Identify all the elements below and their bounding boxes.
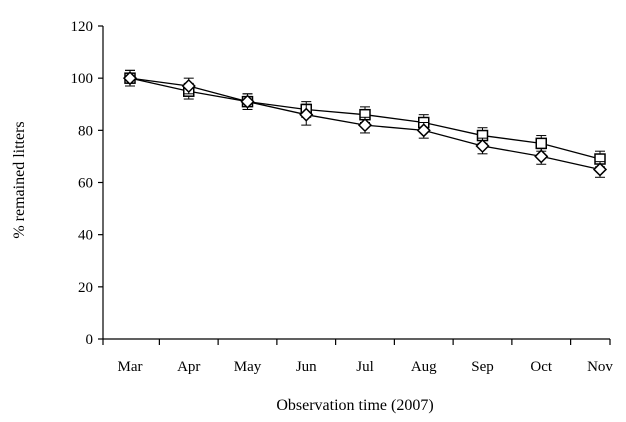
x-tick-label: Jul — [356, 359, 374, 375]
data-point-diamond — [181, 78, 196, 94]
x-tick-label: Oct — [530, 359, 552, 375]
data-point-diamond — [357, 118, 373, 133]
data-point-diamond — [475, 138, 490, 154]
x-tick-label: Sep — [471, 359, 494, 375]
x-tick-labels: Mar Apr May Jun Jul Aug Sep Oct Nov — [118, 359, 614, 375]
x-tick-label: Jun — [296, 359, 317, 375]
series-layer — [122, 69, 608, 178]
x-tick-label: May — [234, 359, 262, 375]
axes — [98, 25, 611, 345]
data-point-diamond — [240, 94, 255, 109]
y-tick-label: 80 — [78, 123, 93, 139]
y-tick-labels: 0 20 40 60 80 100 120 — [71, 19, 94, 348]
y-tick-label: 120 — [71, 19, 94, 35]
y-tick-label: 100 — [71, 71, 94, 87]
data-point-square — [535, 137, 547, 150]
data-point-diamond — [416, 123, 431, 138]
x-tick-label: Nov — [587, 359, 613, 375]
y-axis-label: % remained litters — [11, 121, 28, 238]
data-point-diamond — [299, 107, 314, 122]
y-tick-label: 40 — [78, 228, 93, 244]
data-point-diamond — [592, 162, 608, 177]
x-tick-label: Aug — [411, 359, 437, 375]
data-point-diamond — [534, 149, 549, 164]
x-tick-label: Mar — [118, 359, 143, 375]
y-tick-label: 20 — [78, 280, 93, 296]
series-diamond — [122, 69, 608, 178]
y-tick-label: 60 — [78, 176, 93, 192]
y-tick-label: 0 — [86, 332, 94, 348]
data-point-diamond — [122, 71, 138, 86]
x-tick-label: Apr — [177, 359, 200, 375]
x-axis-label: Observation time (2007) — [276, 397, 433, 414]
